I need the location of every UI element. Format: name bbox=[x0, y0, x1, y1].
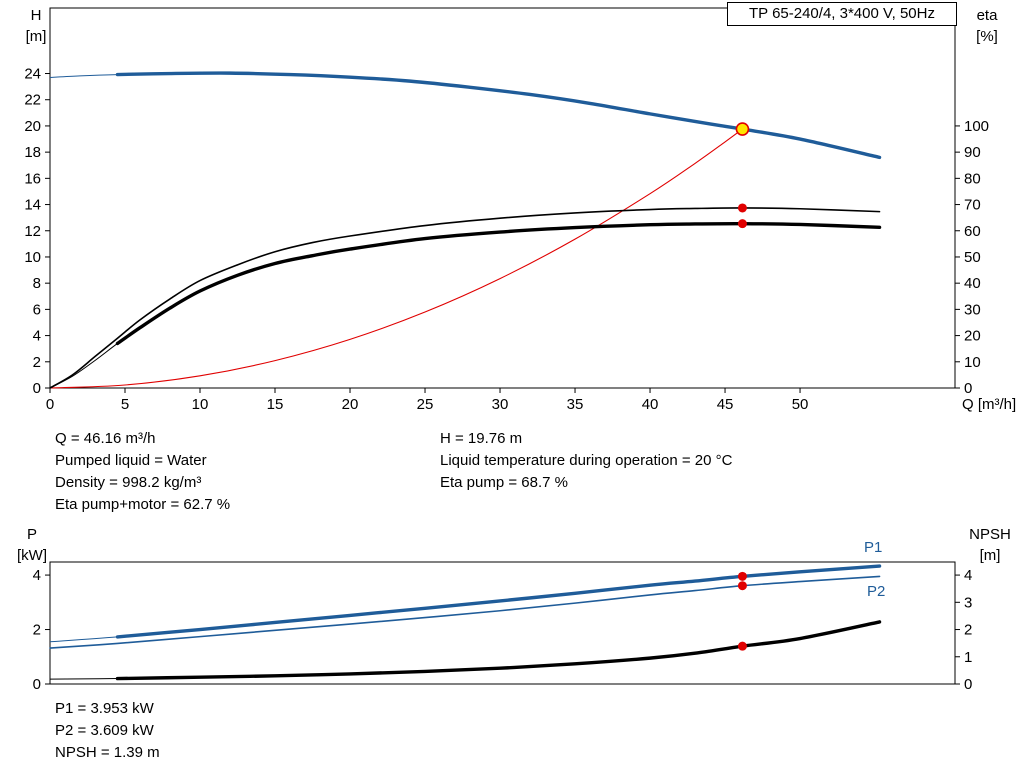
left-tick-label: 4 bbox=[33, 328, 41, 345]
eta-pump-motor-curve bbox=[115, 221, 882, 346]
y-axis-title-npsh: NPSH [m] bbox=[962, 524, 1018, 566]
power-info-p1: P1 = 3.953 kW bbox=[55, 700, 154, 717]
y-axis-title-head: H [m] bbox=[16, 5, 56, 47]
x-tick-label: 50 bbox=[792, 396, 809, 413]
duty-info-eta-pump: Eta pump = 68.7 % bbox=[440, 474, 568, 491]
y-axis-title-eta-line2: [%] bbox=[976, 28, 998, 45]
left-tick-label: 0 bbox=[33, 676, 41, 693]
y-axis-title-npsh-line2: [m] bbox=[979, 547, 1001, 564]
npsh-curve bbox=[115, 620, 882, 681]
left-tick-label: 22 bbox=[24, 92, 41, 109]
x-tick-label: 0 bbox=[46, 396, 54, 413]
right-tick-label: 0 bbox=[964, 676, 972, 693]
left-tick-label: 4 bbox=[33, 567, 41, 584]
power-info-p2: P2 = 3.609 kW bbox=[55, 722, 154, 739]
right-tick-label: 50 bbox=[964, 249, 981, 266]
x-axis-title-flow: Q [m³/h] bbox=[962, 396, 1017, 413]
right-tick-label: 60 bbox=[964, 223, 981, 240]
npsh-duty-dot bbox=[737, 641, 747, 651]
y-axis-title-head-line2: [m] bbox=[25, 28, 47, 45]
duty-info-flow: Q = 46.16 m³/h bbox=[55, 430, 156, 447]
y-axis-title-npsh-line1: NPSH bbox=[969, 526, 1011, 543]
head-curve bbox=[115, 71, 882, 160]
right-tick-label: 90 bbox=[964, 144, 981, 161]
right-tick-label: 80 bbox=[964, 170, 981, 187]
left-tick-label: 24 bbox=[24, 66, 41, 83]
eta-pump-curve bbox=[49, 207, 881, 389]
duty-info-liquid: Pumped liquid = Water bbox=[55, 452, 207, 469]
x-tick-label: 35 bbox=[567, 396, 584, 413]
x-tick-label: 45 bbox=[717, 396, 734, 413]
duty-info-eta-pump-motor: Eta pump+motor = 62.7 % bbox=[55, 496, 231, 513]
left-tick-label: 6 bbox=[33, 301, 41, 318]
p1-curve-label: P1 bbox=[864, 539, 883, 556]
p2-curve-label: P2 bbox=[867, 583, 886, 600]
right-tick-label: 0 bbox=[964, 380, 972, 397]
right-tick-label: 70 bbox=[964, 197, 981, 214]
left-tick-label: 10 bbox=[24, 249, 41, 266]
duty-info-column-2: H = 19.76 m Liquid temperature during op… bbox=[440, 428, 732, 494]
y-axis-title-power-line2: [kW] bbox=[17, 547, 47, 564]
power-info-npsh: NPSH = 1.39 m bbox=[55, 744, 160, 761]
left-tick-label: 8 bbox=[33, 275, 41, 292]
y-axis-title-eta: eta [%] bbox=[965, 5, 1009, 47]
right-tick-label: 2 bbox=[964, 622, 972, 639]
p1-curve bbox=[115, 564, 882, 639]
duty-info-density: Density = 998.2 kg/m³ bbox=[55, 474, 202, 491]
left-tick-label: 20 bbox=[24, 118, 41, 135]
right-tick-label: 30 bbox=[964, 301, 981, 318]
left-tick-label: 2 bbox=[33, 354, 41, 371]
right-tick-label: 20 bbox=[964, 328, 981, 345]
p2-curve bbox=[49, 575, 881, 649]
pump-model-title-box: TP 65-240/4, 3*400 V, 50Hz bbox=[727, 2, 957, 26]
left-tick-label: 16 bbox=[24, 170, 41, 187]
x-tick-label: 10 bbox=[192, 396, 209, 413]
left-tick-label: 0 bbox=[33, 380, 41, 397]
right-tick-label: 10 bbox=[964, 354, 981, 371]
system-curve-curve bbox=[49, 128, 743, 389]
x-tick-label: 15 bbox=[267, 396, 284, 413]
duty-info-column-1: Q = 46.16 m³/h Pumped liquid = Water Den… bbox=[55, 428, 230, 516]
x-tick-label: 5 bbox=[121, 396, 129, 413]
duty-point[interactable] bbox=[735, 122, 750, 136]
right-tick-label: 4 bbox=[964, 567, 972, 584]
duty-info-head: H = 19.76 m bbox=[440, 430, 523, 447]
x-tick-label: 25 bbox=[417, 396, 434, 413]
y-axis-title-power-line1: P bbox=[26, 526, 37, 543]
y-axis-title-head-line1: H bbox=[30, 7, 42, 24]
x-tick-label: 30 bbox=[492, 396, 509, 413]
y-axis-title-power: P [kW] bbox=[10, 524, 54, 566]
p1-duty-dot bbox=[737, 571, 747, 581]
right-tick-label: 3 bbox=[964, 594, 972, 611]
right-tick-label: 1 bbox=[964, 649, 972, 666]
x-tick-label: 20 bbox=[342, 396, 359, 413]
power-info-block: P1 = 3.953 kW P2 = 3.609 kW NPSH = 1.39 … bbox=[55, 698, 160, 764]
right-tick-label: 40 bbox=[964, 275, 981, 292]
left-tick-label: 14 bbox=[24, 197, 41, 214]
eta-pump-duty-dot bbox=[737, 203, 747, 213]
left-tick-label: 12 bbox=[24, 223, 41, 240]
left-tick-label: 18 bbox=[24, 144, 41, 161]
eta-pump-motor-duty-dot bbox=[737, 219, 747, 229]
qh-eta-chart-plot-border bbox=[49, 7, 956, 389]
x-tick-label: 40 bbox=[642, 396, 659, 413]
left-tick-label: 2 bbox=[33, 622, 41, 639]
power-npsh-chart-plot-border bbox=[49, 561, 956, 685]
right-tick-label: 100 bbox=[964, 118, 989, 135]
duty-info-temperature: Liquid temperature during operation = 20… bbox=[440, 452, 733, 469]
p2-duty-dot bbox=[737, 581, 747, 591]
y-axis-title-eta-line1: eta bbox=[976, 7, 998, 24]
